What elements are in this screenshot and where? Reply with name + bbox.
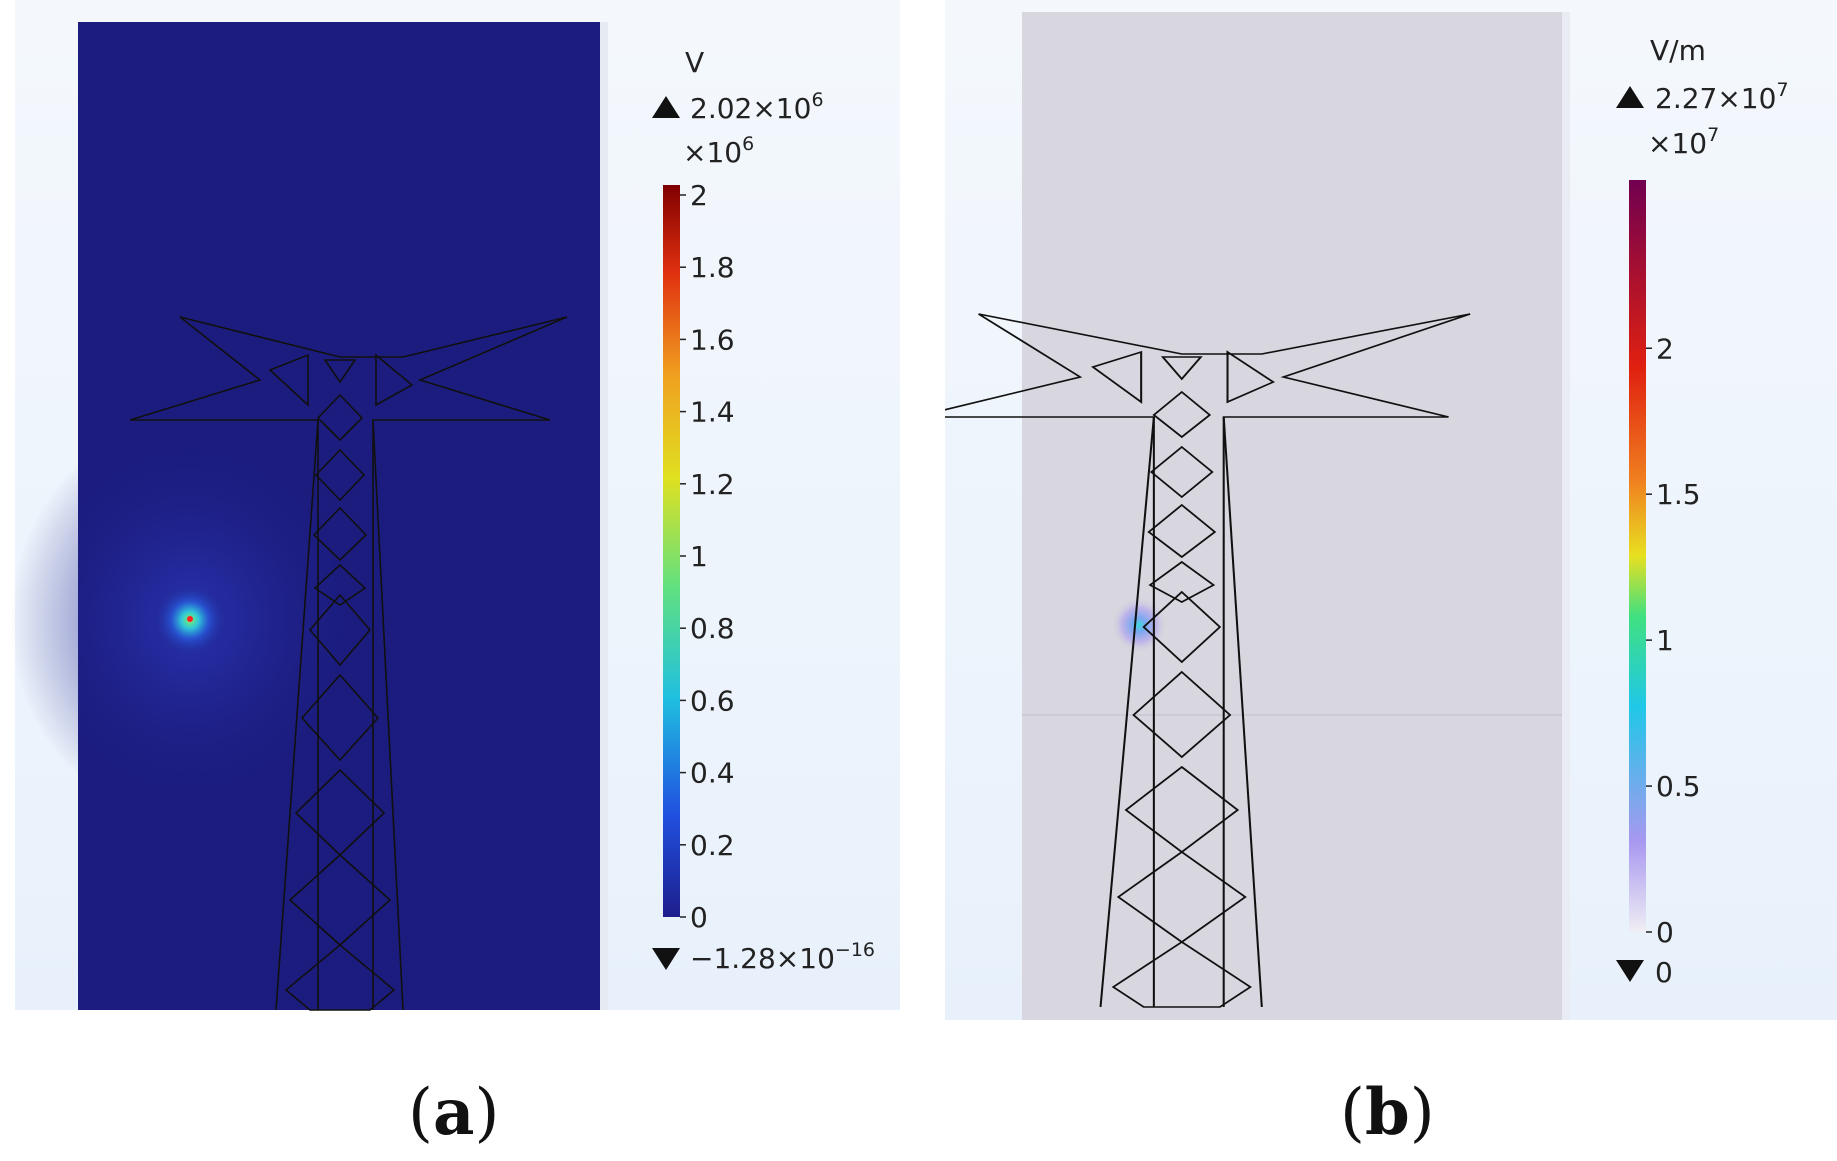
tower-outline [129, 316, 568, 1011]
colorbar-tick-label: 1.5 [1656, 478, 1701, 511]
max-triangle-a [652, 96, 680, 118]
scale-factor-b: ×107 [1648, 124, 1719, 160]
colorbar-b [1629, 180, 1646, 932]
panel-a: V 2.02×106 ×106 0 0.2 0.4 0.6 0.8 1 1.2 1.4 1.6 1… [0, 0, 900, 1020]
scale-factor-a: ×106 [683, 133, 754, 169]
min-triangle-a [652, 948, 680, 970]
max-marker-a: 2.02×106 [690, 89, 824, 125]
field-edge-b [1562, 12, 1570, 1020]
colorbar-tick-label: 0.4 [690, 757, 735, 790]
caption-b: (b) [1340, 1075, 1435, 1150]
unit-label-a: V [685, 46, 704, 79]
colorbar-tick-label: 1.2 [690, 468, 735, 501]
colorbar-a [663, 185, 680, 917]
panel-b-svg: V/m 2.27×107 ×107 0 0.5 1 1.5 2 0 [914, 0, 1837, 1020]
colorbar-tick-label: 0.6 [690, 684, 735, 717]
colorbar-tick-label: 1.6 [690, 323, 735, 356]
unit-label-b: V/m [1650, 34, 1706, 67]
colorbar-tick-label: 0 [690, 901, 708, 934]
caption-a: (a) [408, 1075, 500, 1150]
colorbar-tick-label: 1.4 [690, 396, 735, 429]
min-marker-a: −1.28×10−16 [690, 939, 875, 975]
colorbar-tick-label: 0 [1656, 916, 1674, 949]
colorbar-tick-label: 2 [1656, 332, 1674, 365]
colorbar-tick-label: 1 [690, 540, 708, 573]
max-triangle-b [1616, 86, 1644, 108]
conductor-point [187, 616, 193, 622]
field-edge [600, 22, 608, 1010]
max-marker-b: 2.27×107 [1655, 79, 1789, 115]
colorbar-tick-label: 0.8 [690, 612, 735, 645]
min-marker-b: 0 [1655, 956, 1673, 989]
colorbar-tick-label: 1.8 [690, 251, 735, 284]
field-magnitude-area [1022, 12, 1568, 1020]
panel-a-svg: V 2.02×106 ×106 0 0.2 0.4 0.6 0.8 1 1.2 1.4 1.6 1… [10, 0, 900, 1011]
colorbar-ticks-b: 0 0.5 1 1.5 2 [1646, 332, 1701, 949]
min-triangle-b [1616, 960, 1644, 982]
colorbar-tick-label: 1 [1656, 624, 1674, 657]
colorbar-tick-label: 0.2 [690, 829, 735, 862]
panel-b: V/m 2.27×107 ×107 0 0.5 1 1.5 2 0 [914, 0, 1837, 1030]
colorbar-tick-label: 2 [690, 179, 708, 212]
field-hotspot [1111, 597, 1167, 653]
colorbar-ticks-a: 0 0.2 0.4 0.6 0.8 1 1.2 1.4 1.6 1.8 2 [680, 179, 735, 934]
colorbar-tick-label: 0.5 [1656, 770, 1701, 803]
